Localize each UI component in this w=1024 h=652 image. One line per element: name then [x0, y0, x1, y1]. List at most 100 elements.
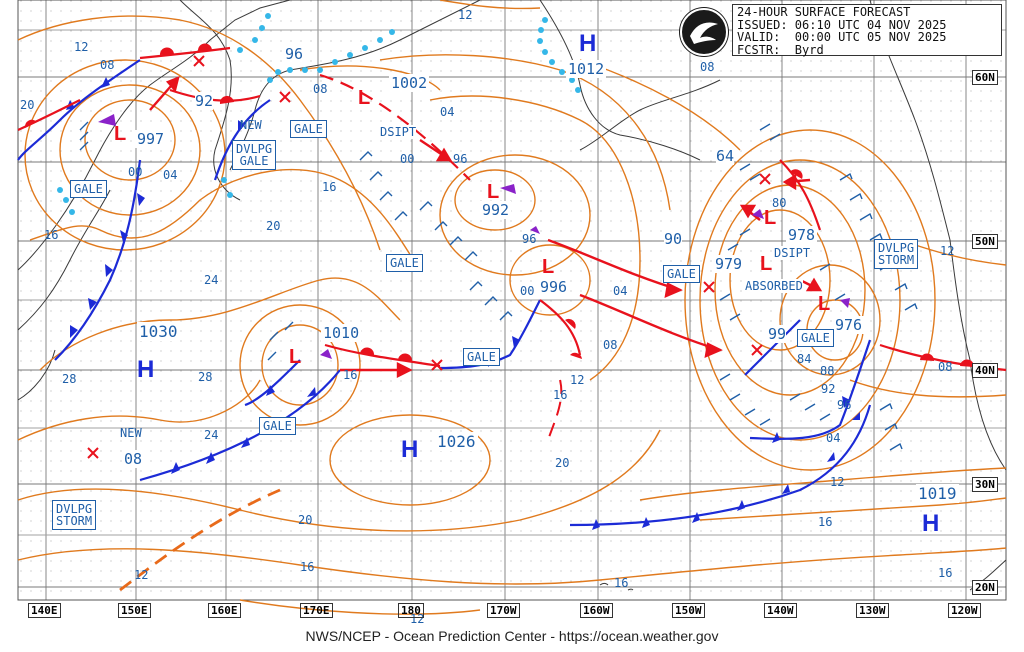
- storm-tracks: [149, 76, 823, 378]
- isobars: [17, 0, 1007, 615]
- isobar-label: 00: [520, 284, 535, 298]
- isobar-label: 20: [555, 456, 570, 470]
- low-1010-label: 1010: [321, 324, 362, 342]
- isobar-label: 96: [285, 45, 304, 63]
- isobar-label: 96: [522, 232, 537, 246]
- low-symbols: L L L L L L L L: [114, 87, 830, 368]
- header-valid: VALID: 00:00 UTC 05 NOV 2025: [737, 30, 947, 44]
- coastal-bead-lines: [57, 13, 581, 215]
- gale-warning-box: GALE: [290, 120, 327, 138]
- isobar-label: 12: [940, 244, 955, 258]
- isobar-label: 08: [603, 338, 618, 352]
- warm-front-bumps: [24, 43, 975, 367]
- isobar-label: 04: [613, 284, 628, 298]
- lon-label: 170E: [300, 603, 333, 618]
- wind-barbs: [79, 121, 918, 451]
- low-978-label: 978: [786, 226, 818, 244]
- low-992-label: 992: [480, 201, 512, 219]
- coastlines: [17, 0, 1007, 591]
- lat-label-30n: 30N: [972, 477, 998, 492]
- isobar-label: 08: [124, 450, 143, 468]
- isobar-label: 12: [134, 568, 149, 582]
- isobar-label: 28: [198, 370, 213, 384]
- lon-label: 150W: [672, 603, 705, 618]
- lat-label-60n: 60N: [972, 70, 998, 85]
- lon-label: 160W: [580, 603, 613, 618]
- isobar-label: 16: [322, 180, 337, 194]
- isobar-label: 12: [74, 40, 89, 54]
- trough-lines: [119, 73, 563, 592]
- isobar-label: 00: [400, 152, 415, 166]
- gale-warning-box: GALE: [463, 348, 500, 366]
- isobar-label: 12: [570, 373, 585, 387]
- isobar-label: 24: [204, 428, 219, 442]
- high-1026-label: 1026: [435, 432, 478, 451]
- high-symbol: H: [137, 356, 155, 383]
- header-issued: ISSUED: 06:10 UTC 04 NOV 2025: [737, 17, 947, 32]
- isobar-label: 16: [44, 228, 59, 242]
- isobar-label: 12: [830, 475, 845, 489]
- isobar-label: 28: [62, 372, 77, 386]
- svg-text:L: L: [289, 346, 301, 368]
- svg-text:L: L: [487, 181, 499, 203]
- occlusion-markers: [98, 114, 850, 359]
- lon-label: 170W: [487, 603, 520, 618]
- svg-text:L: L: [114, 123, 126, 145]
- absorbed-label: ABSORBED: [745, 279, 803, 293]
- high-1019-label: 1019: [916, 484, 959, 503]
- svg-text:L: L: [760, 253, 772, 275]
- isobar-label: 08: [100, 58, 115, 72]
- lat-label-40n: 40N: [972, 363, 998, 378]
- gale-warning-box: GALE: [70, 180, 107, 198]
- isobar-label: 20: [20, 98, 35, 112]
- low-976-label: 976: [833, 316, 865, 334]
- isobar-label: 90: [664, 230, 683, 248]
- svg-text:L: L: [818, 293, 830, 315]
- high-symbol: H: [579, 30, 597, 57]
- isobar-label: 96: [453, 152, 468, 166]
- gale-warning-box: GALE: [663, 265, 700, 283]
- high-1030-label: 1030: [137, 322, 180, 341]
- gale-warning-box: GALE: [386, 254, 423, 272]
- lon-label: 140E: [28, 603, 61, 618]
- lon-label: 130W: [856, 603, 889, 618]
- gale-warning-box: GALE: [259, 417, 296, 435]
- lon-label: 180: [398, 603, 424, 618]
- isobar-label: 92: [195, 92, 214, 110]
- lon-label: 150E: [118, 603, 151, 618]
- isobar-label: 64: [716, 147, 735, 165]
- isobar-label: 12: [458, 8, 473, 22]
- isobar-label: 16: [553, 388, 568, 402]
- x-markers: [87, 55, 771, 459]
- credit-line: NWS/NCEP - Ocean Prediction Center - htt…: [305, 628, 719, 644]
- lon-label: 160E: [208, 603, 241, 618]
- lon-label: 120W: [948, 603, 981, 618]
- high-symbol: H: [401, 436, 419, 463]
- high-symbol: H: [922, 510, 940, 537]
- isobar-label: 16: [614, 576, 629, 590]
- dvlpg-storm-box: DVLPG STORM: [52, 500, 97, 530]
- high-1012-label: 1012: [566, 60, 607, 78]
- low-996-label: 996: [538, 278, 570, 296]
- isobar-label: 20: [266, 219, 281, 233]
- header-forecaster: FCSTR: Byrd: [737, 42, 824, 57]
- isobar-label: 92: [821, 382, 836, 396]
- isobar-label: 88: [820, 364, 835, 378]
- gale-warning-box: GALE: [797, 329, 834, 347]
- isobar-label: 16: [300, 560, 315, 574]
- isobar-label: 04: [826, 431, 841, 445]
- new-label: NEW: [120, 426, 142, 440]
- noaa-logo: [680, 8, 728, 56]
- lat-label-50n: 50N: [972, 234, 998, 249]
- lat-label-20n: 20N: [972, 580, 998, 595]
- isobar-label: 12: [410, 612, 425, 626]
- dvlpg-gale-box: DVLPG GALE: [232, 140, 277, 170]
- isobar-label: 08: [938, 360, 953, 374]
- dsipt-label: DSIPT: [380, 125, 417, 139]
- isobar-label: 80: [772, 196, 787, 210]
- low-979-label: 979: [713, 255, 745, 273]
- dsipt-label: DSIPT: [774, 246, 811, 260]
- svg-text:L: L: [764, 207, 776, 229]
- isobar-label: 08: [700, 60, 715, 74]
